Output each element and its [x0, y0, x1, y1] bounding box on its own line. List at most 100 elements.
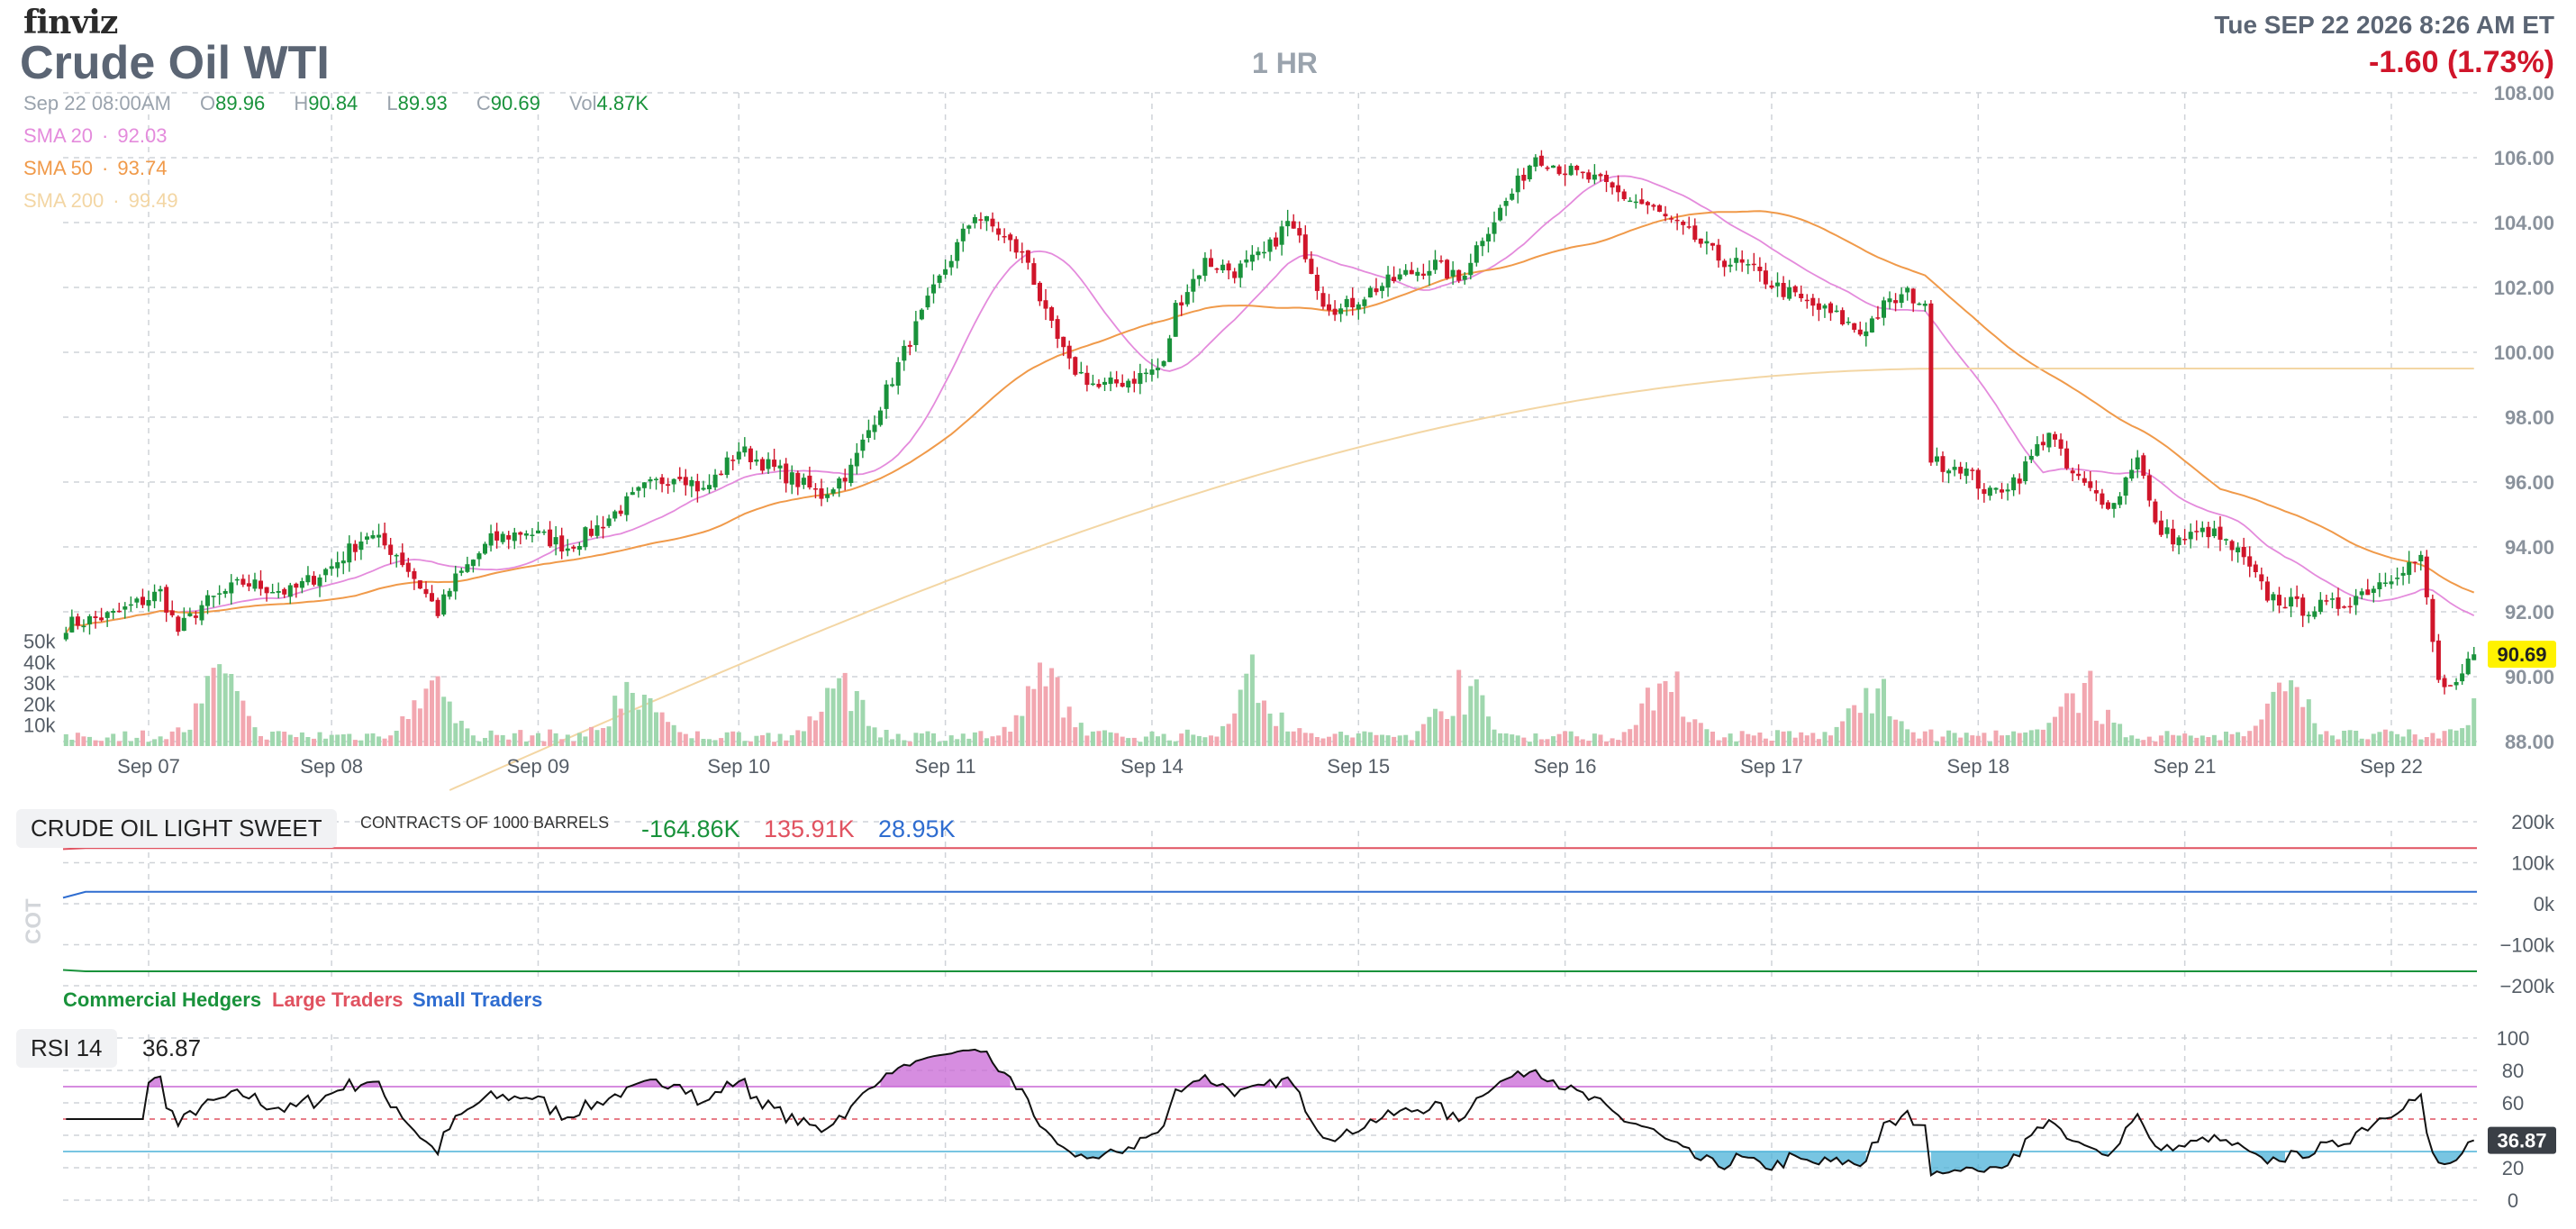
candle-body: [2354, 596, 2359, 605]
rsi-value-badge-label: 36.87: [2497, 1130, 2546, 1152]
volume-bar: [1769, 741, 1774, 746]
volume-bar: [246, 715, 251, 746]
volume-bar: [1013, 715, 1019, 746]
volume-bar: [305, 737, 311, 746]
volume-bar: [1893, 719, 1899, 746]
candle-body: [712, 474, 718, 487]
volume-bar: [1864, 687, 1869, 746]
rsi-overbought-fill: [632, 1079, 663, 1087]
candle-body: [919, 309, 924, 320]
rsi-tick-label: 0: [2508, 1189, 2518, 1212]
volume-bar: [2282, 691, 2288, 746]
volume-bar: [1456, 669, 1462, 746]
volume-bar: [1775, 730, 1780, 746]
volume-bar: [1209, 735, 1213, 746]
candle-body: [1628, 200, 1633, 203]
volume-bar: [1427, 716, 1432, 746]
cot-axis-title: COT: [22, 898, 46, 944]
date-tick-label: Sep 22: [2360, 755, 2423, 778]
candle-body: [807, 475, 812, 487]
volume-bar: [1038, 662, 1042, 746]
legend-commercial[interactable]: Commercial Hedgers: [63, 988, 262, 1011]
candle-body: [2164, 527, 2170, 534]
candle-body: [259, 580, 263, 589]
candle-body: [848, 464, 854, 483]
candle-body: [347, 543, 352, 563]
candle-body: [571, 546, 576, 549]
candle-body: [1061, 336, 1066, 348]
volume-bar: [1249, 654, 1255, 746]
volume-bar: [69, 740, 75, 746]
volume-bar: [1928, 729, 1934, 746]
candle-body: [1149, 369, 1155, 375]
sma-50-legend[interactable]: SMA 50 · 93.74: [23, 157, 168, 179]
volume-bar: [276, 731, 281, 746]
candle-body: [1066, 345, 1072, 359]
candle-body: [234, 578, 240, 581]
candle-body: [2076, 473, 2082, 477]
candle-body: [2259, 574, 2264, 582]
candle-body: [694, 480, 700, 492]
candle-body: [654, 478, 658, 480]
volume-bar: [2035, 729, 2040, 746]
volume-bar: [1327, 736, 1331, 746]
candle-body: [666, 484, 671, 487]
candle-body: [1456, 269, 1462, 281]
finviz-logo[interactable]: finviz: [23, 4, 118, 41]
legend-large[interactable]: Large Traders: [272, 988, 404, 1011]
sma-200-legend[interactable]: SMA 200 · 99.49: [23, 189, 178, 212]
price-tick-label: 106.00: [2494, 147, 2554, 169]
candle-body: [1686, 226, 1692, 228]
price-tick-label: 104.00: [2494, 212, 2554, 234]
price-tick-label: 100.00: [2494, 341, 2554, 364]
volume-bar: [937, 742, 942, 746]
candle-body: [305, 575, 311, 583]
candle-body: [199, 605, 204, 621]
volume-bar: [1220, 725, 1226, 746]
rsi-title[interactable]: RSI 14: [16, 1029, 117, 1068]
candle-body: [2382, 582, 2388, 584]
candle-body: [1910, 288, 1916, 304]
volume-bar: [1586, 741, 1592, 746]
volume-bar: [323, 738, 329, 746]
candle-body: [1002, 236, 1007, 238]
rsi-overbought-fill: [1252, 1079, 1270, 1087]
candle-body: [1462, 276, 1467, 280]
volume-bar: [1633, 724, 1638, 746]
legend-small[interactable]: Small Traders: [413, 988, 543, 1011]
candle-body: [2442, 678, 2447, 687]
volume-bar: [601, 728, 606, 746]
interval-label[interactable]: 1 HR: [1252, 47, 1318, 79]
volume-value: 4.87K: [596, 92, 649, 114]
volume-bar: [1657, 683, 1662, 746]
volume-bar: [104, 737, 110, 746]
candle-body: [1510, 193, 1515, 200]
volume-bar: [960, 733, 966, 746]
volume-bar: [1592, 733, 1597, 746]
candle-body: [1556, 166, 1562, 175]
volume-bar: [694, 731, 700, 746]
volume-bar: [1179, 733, 1184, 746]
volume-bar: [2040, 729, 2045, 746]
cot-title[interactable]: CRUDE OIL LIGHT SWEET: [16, 809, 337, 848]
volume-bar: [199, 703, 204, 746]
volume-bar: [1669, 692, 1674, 746]
candle-body: [1090, 383, 1095, 386]
volume-bar: [2448, 729, 2453, 746]
candle-body: [2005, 489, 2010, 492]
price-tick-label: 96.00: [2505, 471, 2554, 494]
candle-body: [2141, 455, 2146, 476]
volume-bar: [1403, 734, 1409, 746]
volume-bar: [2412, 734, 2417, 746]
volume-bar: [559, 739, 565, 746]
candle-body: [81, 625, 86, 628]
volume-bar: [1533, 733, 1538, 746]
candle-body: [217, 593, 222, 595]
volume-bar: [1480, 695, 1485, 746]
volume-bar: [1108, 732, 1113, 746]
volume-bar: [671, 724, 676, 746]
candle-body: [1474, 245, 1479, 263]
volume-bar: [1445, 719, 1450, 746]
volume-bar: [1492, 729, 1497, 746]
sma-20-legend[interactable]: SMA 20 · 92.03: [23, 124, 168, 147]
